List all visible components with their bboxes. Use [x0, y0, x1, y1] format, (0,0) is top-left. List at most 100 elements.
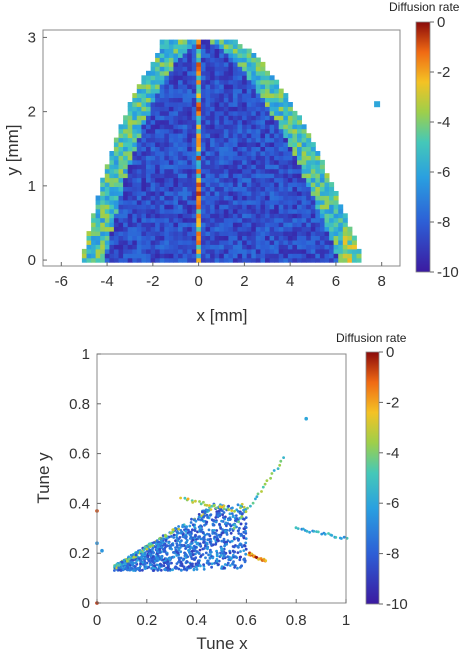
heatmap-cell	[123, 208, 129, 214]
heatmap-cell	[287, 204, 293, 210]
heatmap-cell	[251, 61, 257, 67]
heatmap-cell	[210, 257, 216, 263]
heatmap-cell	[91, 253, 97, 259]
heatmap-cell	[232, 257, 238, 263]
scatter-point	[203, 533, 207, 537]
chart-1-colorbar-tick-label: 0	[437, 14, 445, 31]
scatter-point	[244, 552, 248, 556]
scatter-point	[233, 566, 237, 569]
heatmap-cell	[191, 97, 197, 103]
scatter-point	[217, 563, 220, 566]
heatmap-cell	[191, 142, 197, 147]
scatter-point	[263, 482, 267, 486]
scatter-point	[215, 538, 219, 542]
heatmap-cell	[237, 159, 243, 165]
heatmap-cell	[297, 240, 302, 245]
heatmap-cell	[315, 168, 321, 174]
heatmap-cell	[251, 177, 257, 183]
scatter-point	[143, 552, 147, 556]
scatter-point	[202, 567, 206, 571]
heatmap-cell	[187, 208, 193, 214]
scatter-point	[227, 504, 231, 508]
scatter-point	[134, 561, 138, 565]
scatter-point	[221, 550, 224, 554]
heatmap-cell	[127, 146, 133, 152]
heatmap-cell	[246, 84, 252, 90]
heatmap-cell	[146, 177, 151, 183]
heatmap-cell	[265, 70, 270, 76]
heatmap-cell	[269, 151, 275, 156]
heatmap-cell	[251, 110, 257, 116]
heatmap-cell	[292, 164, 298, 170]
heatmap-cell	[269, 115, 275, 121]
heatmap-cell	[228, 137, 234, 143]
scatter-point	[201, 553, 205, 556]
heatmap-cell	[95, 253, 101, 259]
heatmap-cell	[178, 208, 183, 214]
heatmap-cell	[223, 146, 229, 152]
heatmap-cell	[104, 168, 110, 174]
heatmap-cell	[200, 208, 206, 214]
heatmap-cell	[269, 128, 275, 134]
heatmap-cell	[260, 199, 266, 205]
heatmap-cell	[237, 257, 243, 263]
heatmap-cell	[210, 133, 216, 139]
heatmap-cell	[127, 213, 133, 219]
heatmap-cell	[287, 222, 293, 228]
heatmap-cell	[91, 213, 97, 219]
heatmap-cell	[136, 173, 142, 179]
scatter-point	[226, 561, 230, 565]
scatter-point	[244, 531, 248, 535]
heatmap-cell	[200, 199, 206, 205]
heatmap-cell	[246, 195, 252, 201]
heatmap-cell	[228, 70, 234, 76]
heatmap-cell	[109, 244, 115, 250]
heatmap-cell	[301, 177, 307, 183]
heatmap-cell	[150, 164, 156, 170]
scatter-point	[232, 560, 235, 564]
heatmap-cell	[173, 61, 179, 67]
heatmap-cell	[173, 217, 179, 223]
heatmap-cell	[287, 110, 293, 116]
heatmap-cell	[214, 137, 220, 143]
heatmap-cell	[338, 208, 344, 214]
heatmap-cell	[196, 182, 202, 187]
heatmap-cell	[292, 213, 298, 219]
heatmap-cell	[255, 155, 261, 161]
chart-2-x-tick-label: 0.4	[186, 612, 207, 629]
heatmap-cell	[141, 128, 147, 134]
chart-1-axes-box	[42, 29, 401, 267]
heatmap-cell	[141, 204, 147, 210]
heatmap-cell	[237, 195, 243, 201]
heatmap-cell	[178, 57, 183, 63]
heatmap-cell	[219, 66, 225, 72]
heatmap-cell	[274, 137, 280, 143]
heatmap-cell	[91, 231, 97, 236]
heatmap-cell	[283, 257, 289, 263]
heatmap-cell	[104, 222, 110, 228]
heatmap-cell	[113, 257, 119, 263]
heatmap-cell	[210, 53, 216, 58]
heatmap-cell	[214, 106, 220, 112]
heatmap-cell	[292, 226, 298, 232]
heatmap-cell	[182, 235, 188, 241]
heatmap-cell	[265, 119, 270, 125]
heatmap-cell	[274, 110, 280, 116]
heatmap-cell	[301, 226, 307, 232]
chart-1-x-tick-label: 6	[332, 273, 340, 290]
heatmap-cell	[287, 146, 293, 152]
heatmap-cell	[164, 75, 170, 81]
heatmap-cell	[178, 226, 183, 232]
heatmap-cell	[246, 128, 252, 134]
heatmap-cell	[146, 146, 151, 152]
heatmap-cell	[269, 168, 275, 174]
chart-1-x-tick-label: -6	[55, 273, 68, 290]
scatter-point	[186, 544, 190, 547]
heatmap-cell	[255, 57, 261, 63]
scatter-point	[195, 550, 199, 553]
heatmap-cell	[187, 53, 193, 58]
heatmap-cell	[219, 164, 225, 170]
scatter-point	[143, 556, 147, 560]
scatter-point	[207, 533, 211, 536]
heatmap-cell	[196, 146, 202, 152]
